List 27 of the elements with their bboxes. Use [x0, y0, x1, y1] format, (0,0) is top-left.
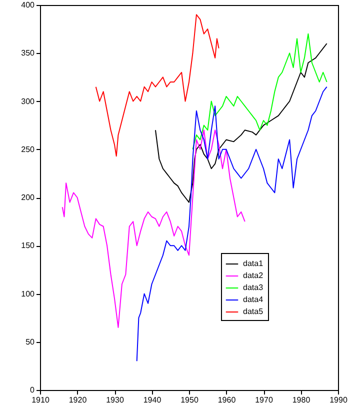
x-tick-label: 1970: [255, 396, 274, 403]
legend-label: data4: [243, 295, 264, 304]
y-tick-label: 250: [21, 144, 36, 154]
line-series: [154, 43, 328, 203]
line-series: [192, 33, 328, 150]
x-tick-label: 1980: [292, 396, 311, 403]
x-tick-label: 1950: [180, 396, 199, 403]
legend-label: data3: [243, 283, 264, 292]
x-tick-label: 1930: [106, 396, 124, 403]
x-tick-label: 1940: [143, 396, 162, 403]
x-tick-label: 1960: [218, 396, 236, 403]
y-tick-label: 350: [21, 48, 36, 58]
legend-label: data5: [243, 307, 264, 316]
x-tick-label: 1990: [330, 396, 348, 403]
y-tick-label: 0: [30, 386, 36, 394]
y-tick-label: 400: [21, 0, 36, 10]
y-tick-label: 150: [21, 241, 36, 250]
legend-label: data1: [243, 259, 264, 268]
x-tick-label: 1920: [68, 396, 88, 403]
x-tick-label: 1910: [32, 396, 50, 403]
line-series: [136, 86, 328, 362]
y-tick-label: 200: [21, 193, 36, 202]
y-tick-label: 100: [21, 289, 36, 298]
legend-label: data2: [243, 271, 264, 280]
line-series: [95, 14, 220, 157]
y-tick-label: 50: [26, 337, 36, 346]
y-tick-label: 300: [21, 96, 36, 106]
